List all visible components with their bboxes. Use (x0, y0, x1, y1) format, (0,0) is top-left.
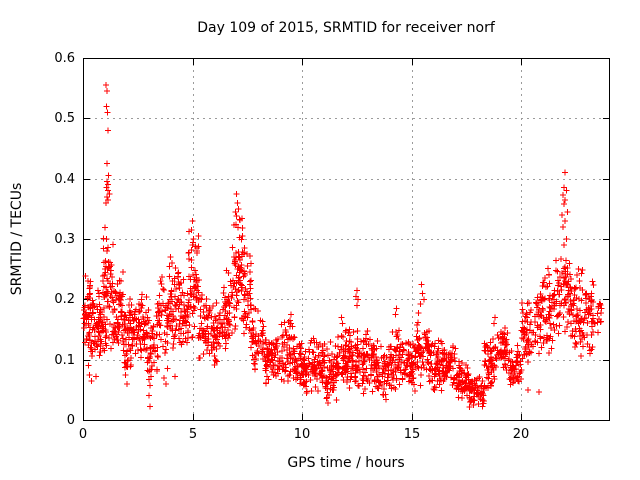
y-tick-label: 0.4 (54, 172, 75, 187)
x-tick-label: 5 (189, 427, 197, 442)
chart-title: Day 109 of 2015, SRMTID for receiver nor… (197, 20, 495, 36)
x-axis-label: GPS time / hours (287, 455, 405, 471)
y-tick-label: 0.3 (54, 232, 75, 247)
y-tick-label: 0.6 (54, 51, 75, 66)
x-tick-label: 15 (404, 427, 421, 442)
x-tick-label: 10 (294, 427, 311, 442)
y-tick-label: 0.2 (54, 292, 75, 307)
y-tick-label: 0.1 (54, 353, 75, 368)
x-tick-label: 20 (513, 427, 530, 442)
x-tick-label: 0 (79, 427, 87, 442)
scatter-points (80, 82, 605, 410)
plot-border (83, 58, 610, 421)
y-tick-label: 0 (67, 413, 75, 428)
y-tick-label: 0.5 (54, 111, 75, 126)
